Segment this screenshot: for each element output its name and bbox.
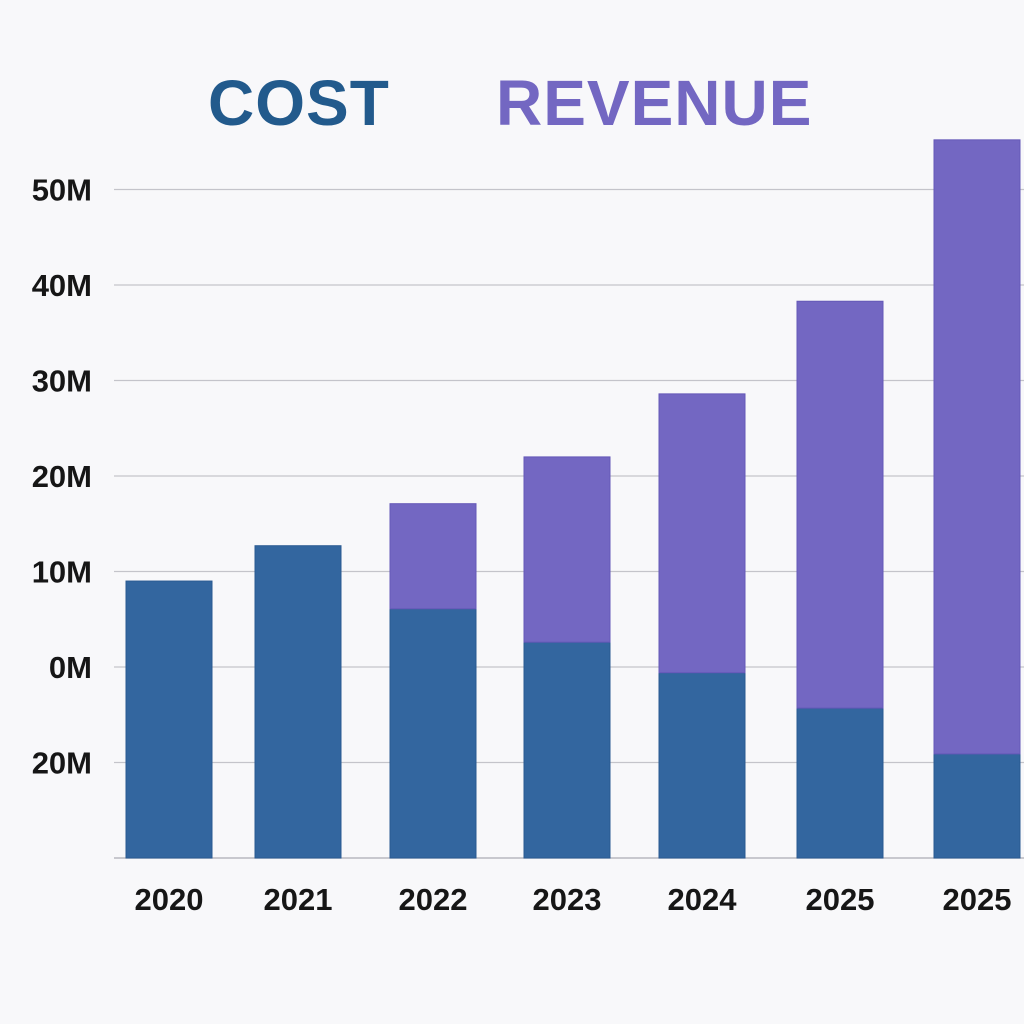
bar-cost-2025 (796, 707, 884, 859)
x-tick-label: 2021 (264, 882, 333, 917)
x-tick-label: 2024 (668, 882, 738, 917)
x-tick-label: 2025 (806, 882, 875, 917)
bar-cost-2023 (523, 641, 611, 859)
y-tick-label: 40M (32, 268, 92, 303)
x-tick-label: 2025 (943, 882, 1012, 917)
bar-cost-2022 (389, 608, 477, 859)
y-tick-label: 0M (49, 650, 92, 685)
bar-revenue-2025 (796, 300, 884, 709)
legend-cost: COST (208, 67, 390, 139)
bar-cost-2021 (254, 545, 342, 859)
x-tick-label: 2022 (399, 882, 468, 917)
bar-cost-2025 (933, 753, 1021, 859)
y-tick-label: 30M (32, 364, 92, 399)
bar-revenue-2022 (389, 503, 477, 610)
x-tick-label: 2023 (533, 882, 602, 917)
bar-revenue-2025 (933, 139, 1021, 755)
y-tick-label: 20M (32, 746, 92, 781)
y-tick-label: 10M (32, 555, 92, 590)
legend-revenue: REVENUE (496, 67, 813, 139)
y-tick-label: 50M (32, 173, 92, 208)
x-tick-label: 2020 (135, 882, 204, 917)
y-tick-label: 20M (32, 459, 92, 494)
bar-cost-2020 (125, 580, 213, 859)
bar-revenue-2023 (523, 456, 611, 643)
bar-revenue-2024 (658, 393, 746, 674)
bar-cost-2024 (658, 672, 746, 859)
